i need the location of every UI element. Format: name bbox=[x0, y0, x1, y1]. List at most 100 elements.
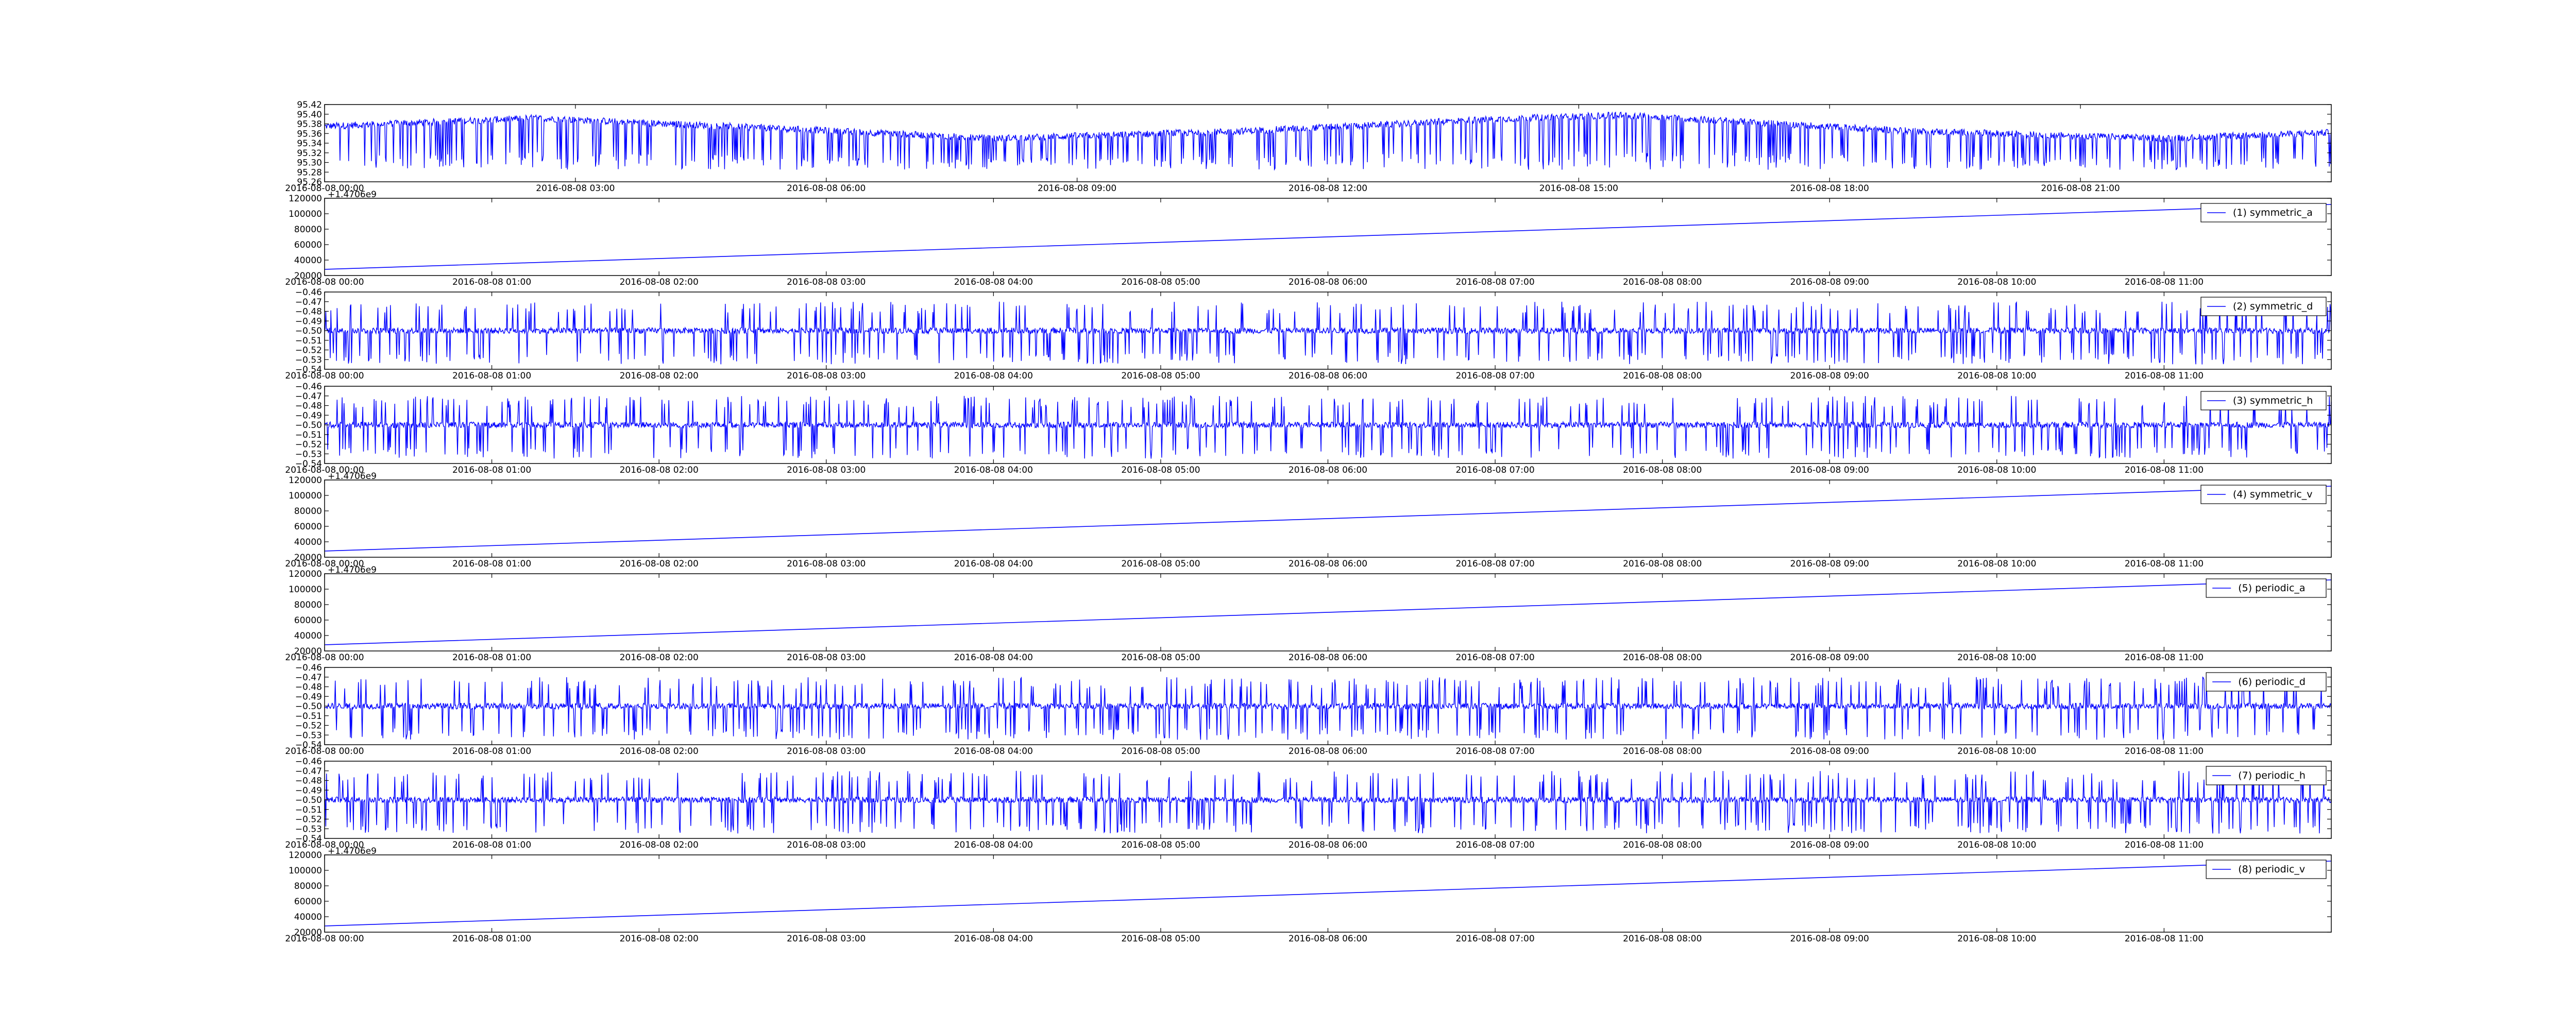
x-tick-label: 2016-08-08 11:00 bbox=[2125, 653, 2204, 663]
x-tick-label: 2016-08-08 00:00 bbox=[285, 653, 364, 663]
y-tick-label: −0.49 bbox=[295, 316, 322, 327]
y-tick-label: −0.46 bbox=[295, 663, 322, 673]
x-tick-label: 2016-08-08 01:00 bbox=[452, 653, 531, 663]
x-tick-label: 2016-08-08 04:00 bbox=[954, 371, 1033, 381]
series-line bbox=[324, 861, 2332, 926]
x-tick-label: 2016-08-08 06:00 bbox=[1289, 277, 1367, 287]
y-tick-label: 95.40 bbox=[297, 110, 322, 120]
y-tick-label: −0.52 bbox=[295, 721, 322, 731]
legend: (8) periodic_v bbox=[2206, 860, 2327, 879]
y-tick-label: −0.50 bbox=[295, 701, 322, 712]
x-offset-label: +1.4706e9 bbox=[328, 846, 377, 856]
x-tick-label: 2016-08-08 00:00 bbox=[285, 465, 364, 475]
x-tick-label: 2016-08-08 00:00 bbox=[285, 371, 364, 381]
y-tick-label: 40000 bbox=[294, 255, 322, 266]
y-tick-label: −0.49 bbox=[295, 785, 322, 796]
y-tick-label: 60000 bbox=[294, 240, 322, 250]
x-tick-label: 2016-08-08 08:00 bbox=[1623, 371, 1702, 381]
y-tick-label: 20000 bbox=[294, 928, 322, 938]
x-tick-label: 2016-08-08 03:00 bbox=[787, 277, 866, 287]
x-tick-label: 2016-08-08 02:00 bbox=[620, 559, 699, 569]
subplot-0 bbox=[324, 104, 2332, 182]
y-tick-label: −0.52 bbox=[295, 815, 322, 825]
x-tick-label: 2016-08-08 03:00 bbox=[787, 653, 866, 663]
x-tick-label: 2016-08-08 03:00 bbox=[787, 746, 866, 757]
y-tick-label: −0.53 bbox=[295, 355, 322, 365]
x-offset-label: +1.4706e9 bbox=[328, 565, 377, 575]
x-tick-label: 2016-08-08 10:00 bbox=[1957, 653, 2036, 663]
x-tick-label: 2016-08-08 05:00 bbox=[1121, 840, 1200, 850]
legend-label: (2) symmetric_d bbox=[2233, 301, 2313, 312]
x-tick-label: 2016-08-08 04:00 bbox=[954, 465, 1033, 475]
x-offset-label: +1.4706e9 bbox=[328, 190, 377, 200]
y-tick-label: −0.48 bbox=[295, 401, 322, 411]
y-tick-label: −0.54 bbox=[295, 365, 322, 375]
y-tick-label: −0.54 bbox=[295, 740, 322, 750]
y-tick-label: 120000 bbox=[289, 475, 322, 486]
y-tick-label: 120000 bbox=[289, 850, 322, 861]
x-tick-label: 2016-08-08 09:00 bbox=[1790, 559, 1869, 569]
y-tick-label: 20000 bbox=[294, 271, 322, 281]
x-tick-label: 2016-08-08 00:00 bbox=[285, 934, 364, 944]
x-tick-label: 2016-08-08 07:00 bbox=[1455, 559, 1534, 569]
x-tick-label: 2016-08-08 11:00 bbox=[2125, 277, 2204, 287]
x-tick-label: 2016-08-08 08:00 bbox=[1623, 840, 1702, 850]
x-tick-label: 2016-08-08 04:00 bbox=[954, 653, 1033, 663]
subplot-2: (2) symmetric_d bbox=[324, 291, 2332, 370]
x-tick-label: 2016-08-08 04:00 bbox=[954, 277, 1033, 287]
x-tick-label: 2016-08-08 21:00 bbox=[2041, 183, 2120, 194]
x-tick-label: 2016-08-08 08:00 bbox=[1623, 465, 1702, 475]
y-tick-label: −0.48 bbox=[295, 307, 322, 317]
legend: (4) symmetric_v bbox=[2200, 485, 2327, 504]
series-line bbox=[324, 395, 2332, 459]
x-tick-label: 2016-08-08 01:00 bbox=[452, 840, 531, 850]
subplot-4: (4) symmetric_v bbox=[324, 479, 2332, 558]
y-tick-label: 100000 bbox=[289, 585, 322, 595]
x-tick-label: 2016-08-08 04:00 bbox=[954, 840, 1033, 850]
y-tick-label: 100000 bbox=[289, 209, 322, 219]
x-tick-label: 2016-08-08 09:00 bbox=[1790, 465, 1869, 475]
x-tick-label: 2016-08-08 11:00 bbox=[2125, 840, 2204, 850]
x-tick-label: 2016-08-08 09:00 bbox=[1790, 371, 1869, 381]
y-tick-label: −0.47 bbox=[295, 766, 322, 777]
y-tick-label: −0.51 bbox=[295, 805, 322, 815]
series-line bbox=[324, 770, 2332, 834]
x-tick-label: 2016-08-08 05:00 bbox=[1121, 653, 1200, 663]
x-tick-label: 2016-08-08 11:00 bbox=[2125, 465, 2204, 475]
y-tick-label: 40000 bbox=[294, 631, 322, 641]
x-tick-label: 2016-08-08 06:00 bbox=[787, 183, 866, 194]
subplot-1: (1) symmetric_a bbox=[324, 198, 2332, 276]
x-tick-label: 2016-08-08 18:00 bbox=[1790, 183, 1869, 194]
y-tick-label: 80000 bbox=[294, 506, 322, 517]
x-tick-label: 2016-08-08 10:00 bbox=[1957, 559, 2036, 569]
y-tick-label: −0.48 bbox=[295, 776, 322, 786]
y-tick-label: 95.26 bbox=[297, 177, 322, 187]
y-tick-label: 100000 bbox=[289, 866, 322, 876]
series-line bbox=[324, 111, 2332, 171]
y-tick-label: 60000 bbox=[294, 615, 322, 626]
y-tick-label: −0.50 bbox=[295, 420, 322, 431]
x-tick-label: 2016-08-08 01:00 bbox=[452, 371, 531, 381]
y-tick-label: −0.46 bbox=[295, 382, 322, 392]
x-tick-label: 2016-08-08 03:00 bbox=[787, 371, 866, 381]
x-tick-label: 2016-08-08 03:00 bbox=[787, 934, 866, 944]
y-tick-label: −0.53 bbox=[295, 824, 322, 834]
y-tick-label: −0.52 bbox=[295, 346, 322, 356]
x-tick-label: 2016-08-08 10:00 bbox=[1957, 465, 2036, 475]
x-tick-label: 2016-08-08 09:00 bbox=[1790, 653, 1869, 663]
x-tick-label: 2016-08-08 01:00 bbox=[452, 465, 531, 475]
y-tick-label: 100000 bbox=[289, 491, 322, 501]
y-tick-label: −0.53 bbox=[295, 730, 322, 741]
x-tick-label: 2016-08-08 03:00 bbox=[787, 559, 866, 569]
x-tick-label: 2016-08-08 02:00 bbox=[620, 746, 699, 757]
x-tick-label: 2016-08-08 01:00 bbox=[452, 277, 531, 287]
x-tick-label: 2016-08-08 09:00 bbox=[1790, 746, 1869, 757]
y-tick-label: 95.28 bbox=[297, 167, 322, 178]
y-tick-label: −0.51 bbox=[295, 711, 322, 722]
subplot-7: (7) periodic_h bbox=[324, 761, 2332, 839]
y-tick-label: −0.47 bbox=[295, 297, 322, 307]
x-tick-label: 2016-08-08 11:00 bbox=[2125, 559, 2204, 569]
x-tick-label: 2016-08-08 02:00 bbox=[620, 840, 699, 850]
legend-label: (3) symmetric_h bbox=[2233, 395, 2313, 406]
x-tick-label: 2016-08-08 03:00 bbox=[787, 465, 866, 475]
